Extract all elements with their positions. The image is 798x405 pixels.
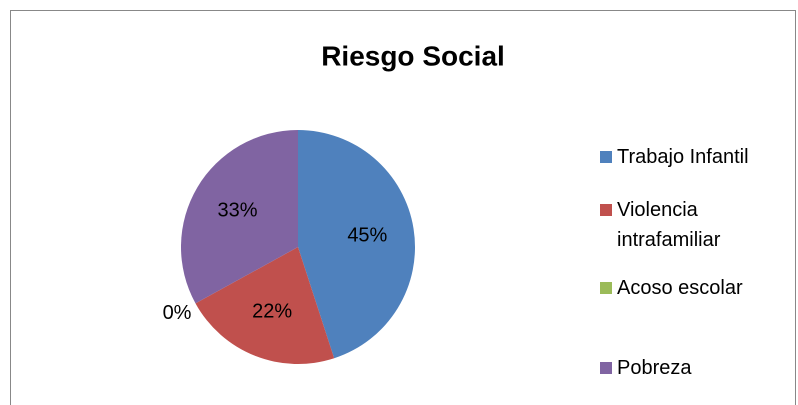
legend-swatch [600,362,612,374]
pie-slice [195,247,335,364]
legend-swatch [600,282,612,294]
legend-label: Acoso escolar [617,277,743,299]
data-label: 22% [252,301,292,323]
chart-title: Riesgo Social [321,40,505,71]
chart-border [10,10,796,405]
legend-label: Trabajo Infantil [617,146,749,168]
pie-slice [298,130,416,359]
data-label: 33% [218,200,258,222]
legend-swatch [600,204,612,216]
legend-label: Pobreza [617,357,692,379]
pie-slice [181,130,298,304]
data-label: 45% [347,224,387,246]
legend-label: Violencia intrafamiliar [617,199,721,251]
data-label: 0% [163,302,192,324]
legend-swatch [600,151,612,163]
